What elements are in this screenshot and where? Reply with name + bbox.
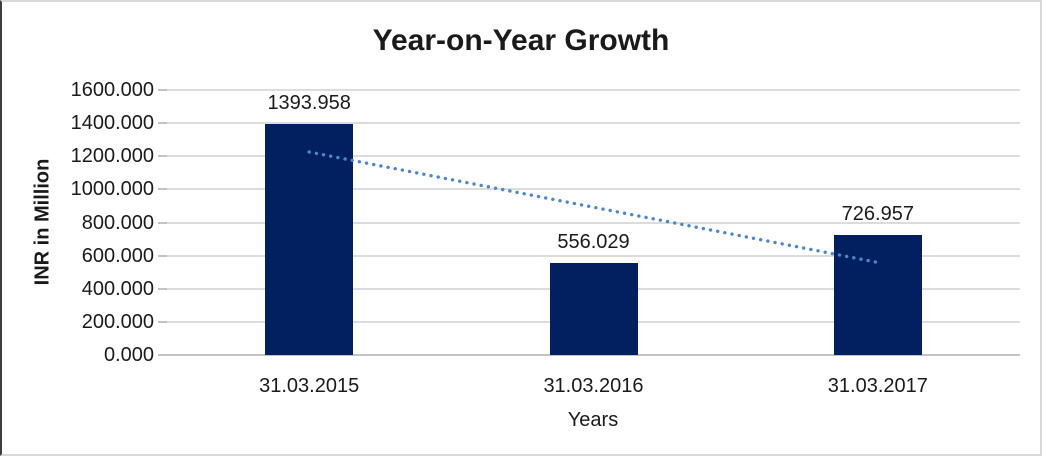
trendline-path: [307, 150, 880, 265]
x-tick-label: 31.03.2017: [827, 375, 928, 397]
x-tick-label: 31.03.2015: [259, 375, 360, 397]
y-axis-tick: [158, 254, 167, 257]
y-tick-label: 1400.000: [70, 112, 154, 135]
x-tick-label: 31.03.2016: [543, 375, 644, 397]
gridline: [167, 89, 1020, 91]
y-axis-tick: [158, 89, 167, 91]
bar-value-label: 556.029: [557, 230, 630, 253]
x-axis-line: [167, 354, 1020, 356]
gridline: [167, 188, 1020, 191]
chart-title: Year-on-Year Growth: [372, 24, 670, 57]
y-axis-tick: [158, 287, 167, 290]
y-axis-tick: [158, 155, 167, 158]
bar-value-label: 1393.958: [267, 92, 351, 115]
y-tick-label: 400.000: [81, 277, 154, 300]
x-axis-title: Years: [567, 409, 619, 431]
y-tick-label: 800.000: [81, 211, 154, 234]
y-tick-label: 1600.000: [70, 79, 154, 101]
gridline: [167, 221, 1020, 224]
gridline: [167, 122, 1020, 125]
y-axis-tick: [158, 320, 167, 323]
y-tick-label: 0.000: [103, 344, 154, 366]
y-tick-label: 600.000: [81, 244, 154, 267]
bar: [265, 124, 354, 355]
y-tick-label: 1000.000: [70, 178, 154, 201]
bar-value-label: 726.957: [841, 202, 914, 225]
gridline: [167, 155, 1020, 158]
y-tick-label: 1200.000: [70, 145, 154, 168]
y-axis-tick: [158, 354, 167, 356]
y-axis-tick: [158, 122, 167, 125]
bar: [833, 234, 922, 355]
trendline: [307, 150, 880, 265]
y-axis-tick: [158, 188, 167, 191]
y-axis-tick: [158, 221, 167, 224]
gridline: [167, 254, 1020, 257]
y-tick-label: 200.000: [81, 310, 154, 333]
bar: [549, 262, 638, 355]
